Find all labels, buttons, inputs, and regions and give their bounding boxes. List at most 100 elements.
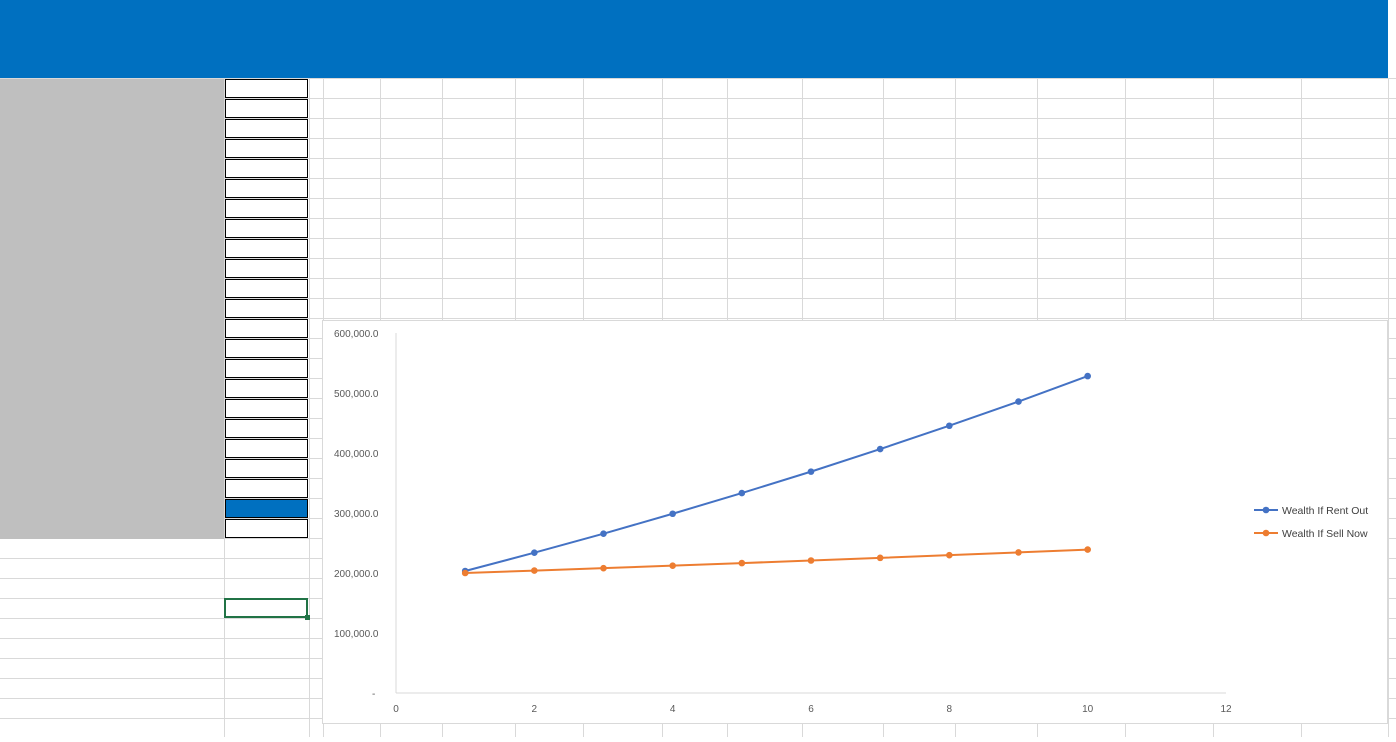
cell-wsell xyxy=(1213,239,1296,259)
legend-label: Wealth If Rent Out xyxy=(1282,505,1368,517)
param-value[interactable] xyxy=(225,359,308,378)
series-line[interactable] xyxy=(464,375,1089,572)
cell-equity xyxy=(1037,139,1120,159)
cell-year xyxy=(323,239,375,259)
chart-area xyxy=(322,320,1388,724)
header-equity xyxy=(1037,0,1125,78)
cell-year xyxy=(323,119,375,139)
cell-cashpos xyxy=(955,219,1032,239)
cell-netrent xyxy=(442,239,510,259)
param-value[interactable] xyxy=(225,119,308,138)
data-point[interactable] xyxy=(876,445,884,453)
cell-rentpct xyxy=(515,299,578,319)
wealth-line-chart[interactable]: - 100,000.0 200,000.0 300,000.0 400,000.0 500… xyxy=(322,320,1388,724)
data-point[interactable] xyxy=(461,569,469,577)
param-value[interactable] xyxy=(225,99,308,118)
cell-cashflow xyxy=(883,139,950,159)
cell-cashpos xyxy=(955,159,1032,179)
data-point[interactable] xyxy=(531,567,538,574)
y-tick-label: 400,000.0 xyxy=(334,449,379,460)
data-point[interactable] xyxy=(1084,546,1091,553)
cell-wrent xyxy=(1125,179,1208,199)
cell-year xyxy=(323,79,375,99)
data-point[interactable] xyxy=(669,562,676,569)
cell-cashpos xyxy=(955,179,1032,199)
data-point[interactable] xyxy=(1084,372,1091,380)
param-value[interactable] xyxy=(225,79,308,98)
cell-equity xyxy=(1037,259,1120,279)
cell-other xyxy=(802,99,878,119)
cell-price xyxy=(583,79,657,99)
cell-price xyxy=(583,239,657,259)
cell-cashpos xyxy=(955,99,1032,119)
param-value[interactable] xyxy=(225,139,308,158)
param-value[interactable] xyxy=(225,379,308,398)
cell-cashflow xyxy=(883,159,950,179)
param-value[interactable] xyxy=(225,459,308,478)
cell-diff xyxy=(1301,219,1383,239)
x-tick-label: 12 xyxy=(1220,704,1232,715)
data-point[interactable] xyxy=(600,564,607,572)
cell-wrent xyxy=(1125,239,1208,259)
data-point[interactable] xyxy=(531,549,538,556)
param-value[interactable] xyxy=(225,159,308,178)
cell-diff xyxy=(1301,79,1383,99)
cell-rentpct xyxy=(515,219,578,239)
data-point[interactable] xyxy=(1015,549,1022,556)
param-value[interactable] xyxy=(225,179,308,198)
cell-wsell xyxy=(1213,159,1296,179)
cell-wsell xyxy=(1213,199,1296,219)
data-point[interactable] xyxy=(946,551,953,559)
cell-mort xyxy=(727,199,797,219)
data-point[interactable] xyxy=(807,468,815,475)
param-value[interactable] xyxy=(225,479,308,498)
active-cell-selection[interactable] xyxy=(224,598,310,620)
cell-rentpct xyxy=(515,139,578,159)
header-year xyxy=(323,0,380,78)
y-tick-label: 600,000.0 xyxy=(334,329,379,340)
cell-cashpos xyxy=(955,239,1032,259)
cell-equity xyxy=(1037,159,1120,179)
cell-equity xyxy=(1037,199,1120,219)
cell-mort xyxy=(727,159,797,179)
cell-netrent xyxy=(442,219,510,239)
x-tick-label: 8 xyxy=(947,704,953,715)
data-point[interactable] xyxy=(600,530,607,538)
data-point[interactable] xyxy=(1015,398,1022,405)
param-value[interactable] xyxy=(225,439,308,458)
data-point[interactable] xyxy=(876,554,884,562)
cell-wsell xyxy=(1213,139,1296,159)
param-value[interactable] xyxy=(225,259,308,278)
cell-netrent xyxy=(442,79,510,99)
cell-price xyxy=(583,259,657,279)
param-value[interactable] xyxy=(225,519,308,538)
cell-cashflow xyxy=(883,119,950,139)
cell-diff xyxy=(1301,239,1383,259)
table-header xyxy=(0,0,1388,78)
parameter-panel xyxy=(0,79,224,539)
param-value[interactable] xyxy=(225,499,308,518)
param-value[interactable] xyxy=(225,399,308,418)
param-value[interactable] xyxy=(225,419,308,438)
cell-diff xyxy=(1301,119,1383,139)
cell-pricepct xyxy=(662,219,722,239)
data-point[interactable] xyxy=(738,559,746,567)
data-point[interactable] xyxy=(807,557,815,564)
param-value[interactable] xyxy=(225,219,308,238)
data-point[interactable] xyxy=(669,510,676,518)
cell-year xyxy=(323,179,375,199)
param-value[interactable] xyxy=(225,239,308,258)
header-netrent xyxy=(442,0,515,78)
param-value[interactable] xyxy=(225,299,308,318)
data-point[interactable] xyxy=(738,489,746,497)
series-line[interactable] xyxy=(465,548,1088,574)
header-price xyxy=(583,0,662,78)
cell-other xyxy=(802,259,878,279)
param-value[interactable] xyxy=(225,339,308,358)
param-value[interactable] xyxy=(225,319,308,338)
param-value[interactable] xyxy=(225,279,308,298)
cell-pricepct xyxy=(662,179,722,199)
param-value[interactable] xyxy=(225,199,308,218)
cell-pricepct xyxy=(662,259,722,279)
data-point[interactable] xyxy=(946,422,953,430)
